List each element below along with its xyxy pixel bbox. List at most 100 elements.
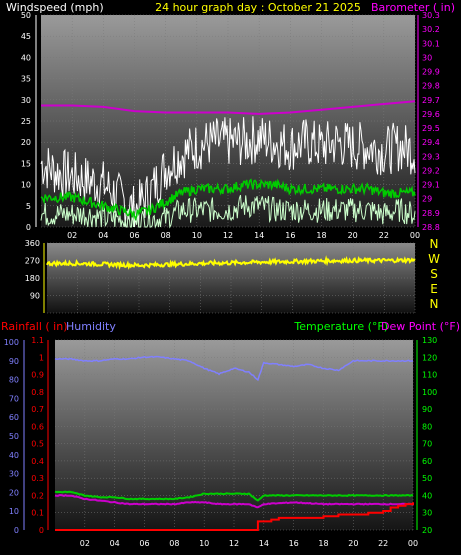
- temp-y-tick-5: 70: [422, 440, 432, 449]
- temperature-axis-label: Temperature (°F): [293, 320, 388, 333]
- compass-label-4: N: [430, 297, 439, 311]
- wind-x-tick-7: 16: [285, 231, 295, 240]
- temp-y-tick-8: 100: [422, 388, 437, 397]
- rain-y-tick-4: 0.4: [31, 457, 44, 466]
- wind-x-tick-4: 10: [192, 231, 202, 240]
- temp-y-tick-10: 120: [422, 353, 437, 362]
- wind-x-tick-1: 04: [98, 231, 108, 240]
- climate-x-tick-0: 02: [80, 539, 90, 548]
- climate-x-tick-10: 22: [378, 539, 388, 548]
- wind-y-tick-0: 0: [26, 223, 31, 232]
- climate-x-tick-8: 18: [318, 539, 328, 548]
- baro-y-tick-0: 28.8: [422, 223, 440, 232]
- baro-y-tick-5: 29.3: [422, 152, 440, 161]
- climate-x-tick-9: 20: [348, 539, 358, 548]
- baro-y-tick-2: 29: [422, 195, 432, 204]
- hum-y-tick-4: 40: [9, 451, 19, 460]
- dir-y-tick-4: 360: [25, 239, 40, 248]
- baro-y-tick-7: 29.5: [422, 124, 440, 133]
- temp-y-tick-3: 50: [422, 474, 432, 483]
- rain-y-tick-0: 0: [39, 526, 44, 535]
- temp-y-tick-0: 20: [422, 526, 432, 535]
- rain-y-tick-6: 0.6: [31, 422, 44, 431]
- windspeed-axis-label: Windspeed (mph): [6, 1, 104, 14]
- series-wind-minimum: [40, 194, 416, 229]
- hum-y-tick-8: 80: [9, 376, 19, 385]
- climate-x-tick-1: 04: [110, 539, 120, 548]
- hum-y-tick-7: 70: [9, 394, 19, 403]
- baro-y-tick-4: 29.2: [422, 166, 440, 175]
- direction-panel-series: [46, 255, 416, 271]
- series-temperature: [54, 490, 414, 502]
- climate-x-tick-6: 14: [259, 539, 269, 548]
- wind-y-tick-6: 30: [21, 96, 31, 105]
- temp-y-tick-1: 30: [422, 509, 432, 518]
- temp-y-tick-9: 110: [422, 371, 437, 380]
- climate-panel-axes: 02 04 06 08 10 12 14 16 18 20 22 0000.10.20.30.40.5…: [4, 336, 438, 548]
- hum-y-tick-2: 20: [9, 488, 19, 497]
- dewpoint-axis-label: Dew Point (°F): [381, 320, 460, 333]
- baro-y-tick-9: 29.7: [422, 96, 440, 105]
- wind-y-tick-8: 40: [21, 53, 31, 62]
- climate-x-tick-3: 08: [169, 539, 179, 548]
- compass-label-0: N: [430, 237, 439, 251]
- baro-y-tick-12: 30: [422, 53, 432, 62]
- wind-x-tick-0: 02: [67, 231, 77, 240]
- rain-y-tick-7: 0.7: [31, 405, 44, 414]
- wind-y-tick-2: 10: [21, 181, 31, 190]
- climate-x-tick-11: 00: [408, 539, 418, 548]
- climate-panel-background: [55, 340, 413, 530]
- series-humidity: [54, 355, 413, 382]
- wind-x-tick-11: 00: [410, 231, 420, 240]
- rain-y-tick-9: 0.9: [31, 371, 44, 380]
- wind-panel-axes: 0 5 10 15 20 25 30 35 40 45 50 28.8 28.9 29 29.1 29.2 29…: [21, 11, 440, 240]
- wind-y-tick-10: 50: [21, 11, 31, 20]
- compass-label-2: S: [430, 267, 438, 281]
- wind-y-tick-9: 45: [21, 32, 31, 41]
- baro-y-tick-15: 30.3: [422, 11, 440, 20]
- hum-y-tick-10: 100: [4, 338, 19, 347]
- rain-y-tick-2: 0.2: [31, 491, 44, 500]
- wind-x-tick-6: 14: [254, 231, 264, 240]
- wind-x-tick-10: 22: [379, 231, 389, 240]
- wind-x-tick-8: 18: [316, 231, 326, 240]
- baro-y-tick-1: 28.9: [422, 209, 440, 218]
- hum-y-tick-6: 60: [9, 413, 19, 422]
- wind-x-tick-2: 06: [129, 231, 139, 240]
- wind-y-tick-5: 25: [21, 117, 31, 126]
- baro-y-tick-13: 30.1: [422, 39, 440, 48]
- temp-y-tick-11: 130: [422, 336, 437, 345]
- barometer-axis-label: Barometer ( in): [371, 1, 455, 14]
- hum-y-tick-3: 30: [9, 470, 19, 479]
- dir-y-tick-1: 90: [30, 292, 40, 301]
- wind-x-tick-3: 08: [161, 231, 171, 240]
- series-wind-gust: [40, 116, 416, 228]
- climate-x-tick-4: 10: [199, 539, 209, 548]
- baro-y-tick-14: 30.2: [422, 25, 440, 34]
- series-rainfall: [55, 502, 414, 531]
- climate-x-tick-2: 06: [139, 539, 149, 548]
- wind-panel-series: [40, 100, 416, 229]
- hum-y-tick-5: 50: [9, 432, 19, 441]
- temp-y-tick-7: 90: [422, 405, 432, 414]
- compass-label-1: W: [428, 252, 440, 266]
- rain-y-tick-1: 0.1: [31, 509, 44, 518]
- series-wind-direction: [46, 255, 416, 271]
- climate-panel-series: [54, 355, 414, 531]
- temp-y-tick-4: 60: [422, 457, 432, 466]
- wind-y-tick-7: 35: [21, 75, 31, 84]
- hum-y-tick-1: 10: [9, 507, 19, 516]
- climate-x-tick-7: 16: [289, 539, 299, 548]
- baro-y-tick-8: 29.6: [422, 110, 440, 119]
- baro-y-tick-11: 29.9: [422, 68, 440, 77]
- series-barometer: [41, 100, 416, 115]
- rainfall-axis-label: Rainfall ( in): [1, 320, 68, 333]
- wind-y-tick-1: 5: [26, 202, 31, 211]
- hum-y-tick-0: 0: [14, 526, 19, 535]
- humidity-axis-label: Humidity: [66, 320, 116, 333]
- temp-y-tick-6: 80: [422, 422, 432, 431]
- climate-x-tick-5: 12: [229, 539, 239, 548]
